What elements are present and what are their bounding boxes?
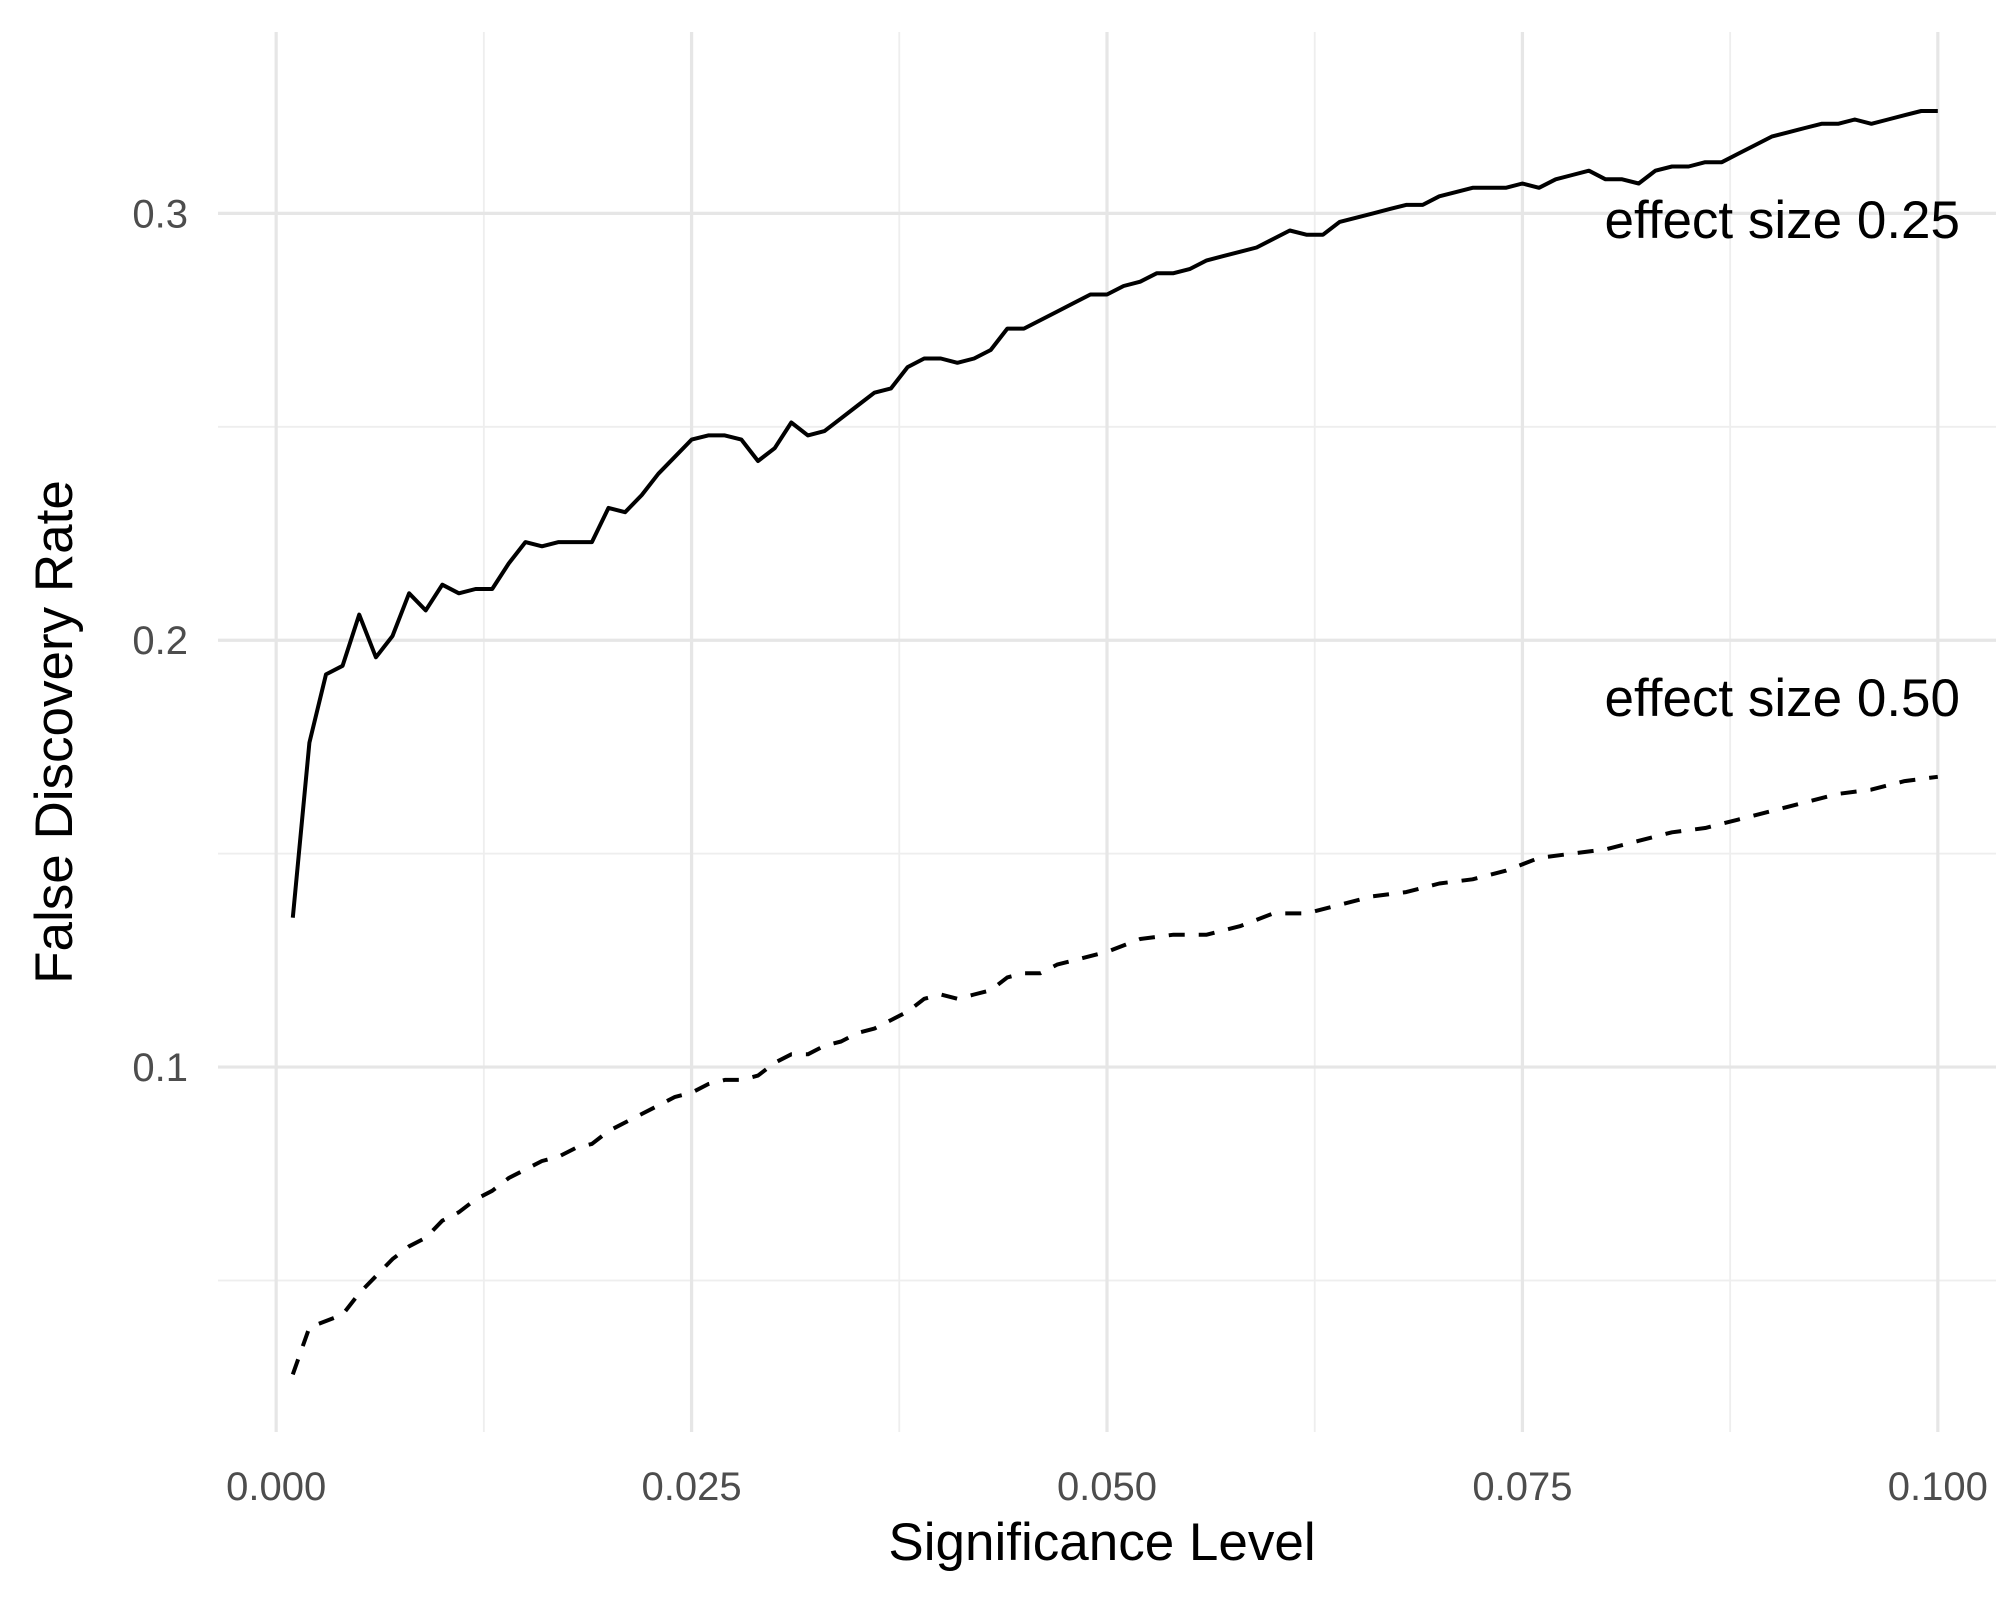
x-tick-label-0: 0.000 xyxy=(226,1465,326,1509)
grid xyxy=(218,32,1996,1432)
y-axis-ticks: 0.1 0.2 0.3 xyxy=(132,192,188,1090)
x-tick-label-3: 0.075 xyxy=(1472,1465,1572,1509)
annotation-effect-size-025: effect size 0.25 xyxy=(1604,191,1960,250)
series-line-1 xyxy=(290,774,1939,1376)
x-tick-label-2: 0.050 xyxy=(1057,1465,1157,1509)
y-tick-label-0: 0.1 xyxy=(132,1046,188,1090)
y-tick-label-1: 0.2 xyxy=(132,619,188,663)
series-group xyxy=(290,109,1939,1376)
series-line-0 xyxy=(290,109,1938,918)
x-axis-title: Significance Level xyxy=(888,1513,1315,1572)
x-tick-label-1: 0.025 xyxy=(642,1465,742,1509)
annotation-effect-size-050: effect size 0.50 xyxy=(1604,669,1960,728)
x-axis-ticks: 0.000 0.025 0.050 0.075 0.100 xyxy=(226,1465,1988,1509)
x-tick-label-4: 0.100 xyxy=(1888,1465,1988,1509)
y-axis-title: False Discovery Rate xyxy=(25,480,84,984)
y-tick-label-2: 0.3 xyxy=(132,192,188,236)
